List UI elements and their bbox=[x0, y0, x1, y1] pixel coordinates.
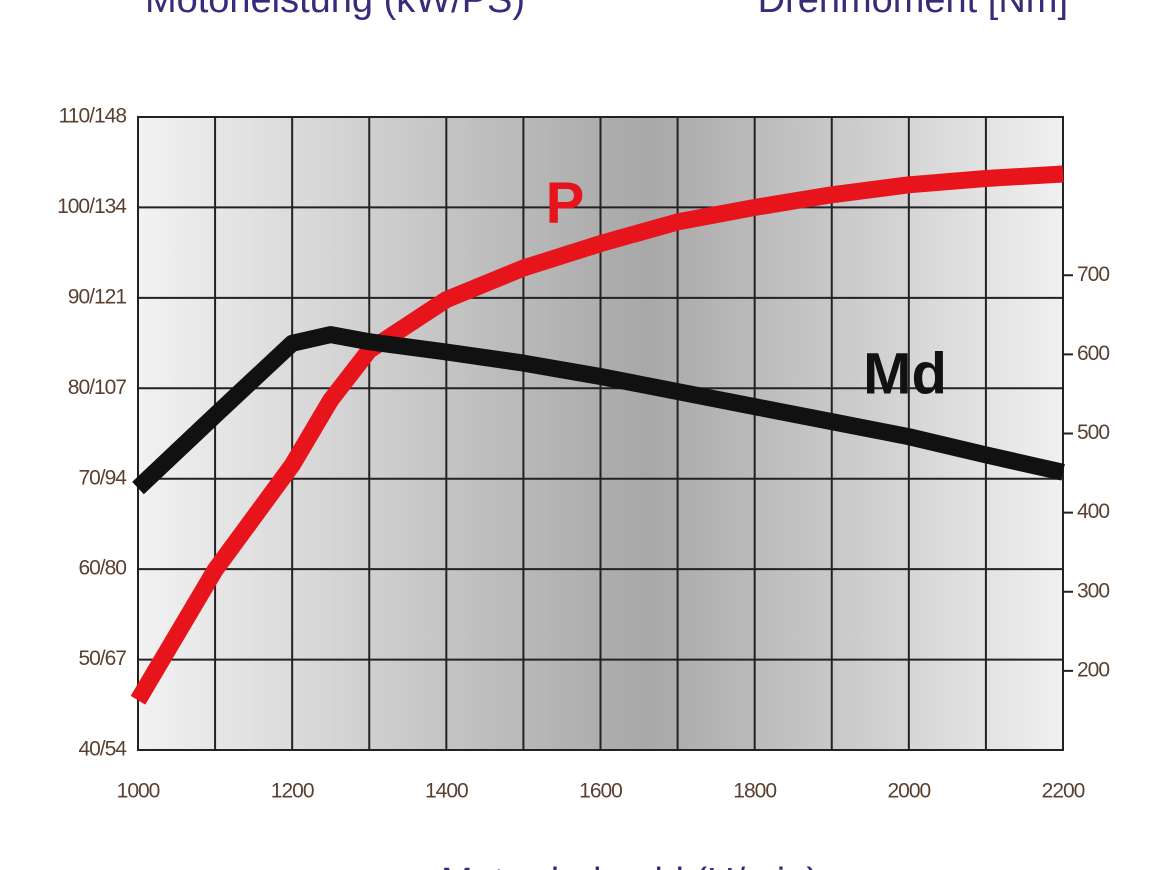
right-axis-title: Drehmoment [Nm] bbox=[758, 0, 1068, 21]
y2-tick-label: 200 bbox=[1077, 658, 1109, 681]
left-axis-title: Motorleistung (kW/PS) bbox=[145, 0, 525, 21]
y2-tick-label: 300 bbox=[1077, 579, 1109, 602]
y-tick-label: 60/80 bbox=[78, 557, 126, 580]
y-tick-label: 100/134 bbox=[57, 195, 127, 218]
x-tick-label: 1200 bbox=[271, 780, 314, 803]
x-tick-label: 1000 bbox=[117, 780, 160, 803]
y2-tick-label: 700 bbox=[1077, 263, 1109, 286]
series-line bbox=[132, 326, 1065, 495]
x-tick-label: 1800 bbox=[733, 780, 776, 803]
y2-tick-label: 500 bbox=[1077, 421, 1109, 444]
y2-tick-label: 600 bbox=[1077, 342, 1109, 365]
x-tick-label: 1600 bbox=[579, 780, 622, 803]
x-tick-label: 2200 bbox=[1042, 780, 1085, 803]
y-tick-label: 90/121 bbox=[68, 285, 127, 308]
x-tick-label: 1400 bbox=[425, 780, 468, 803]
y-tick-label: 110/148 bbox=[59, 105, 127, 128]
y-tick-label: 50/67 bbox=[78, 647, 126, 670]
x-axis-title: Motordrehzahl (U/min) bbox=[441, 861, 819, 870]
x-tick-label: 2000 bbox=[887, 780, 930, 803]
series-label: P bbox=[546, 170, 585, 235]
series-line bbox=[130, 165, 1064, 705]
y-tick-label: 40/54 bbox=[78, 738, 127, 761]
y-tick-label: 70/94 bbox=[78, 466, 127, 489]
y2-tick-label: 400 bbox=[1077, 500, 1109, 523]
y-tick-label: 80/107 bbox=[68, 376, 127, 399]
series-label: Md bbox=[863, 341, 947, 406]
